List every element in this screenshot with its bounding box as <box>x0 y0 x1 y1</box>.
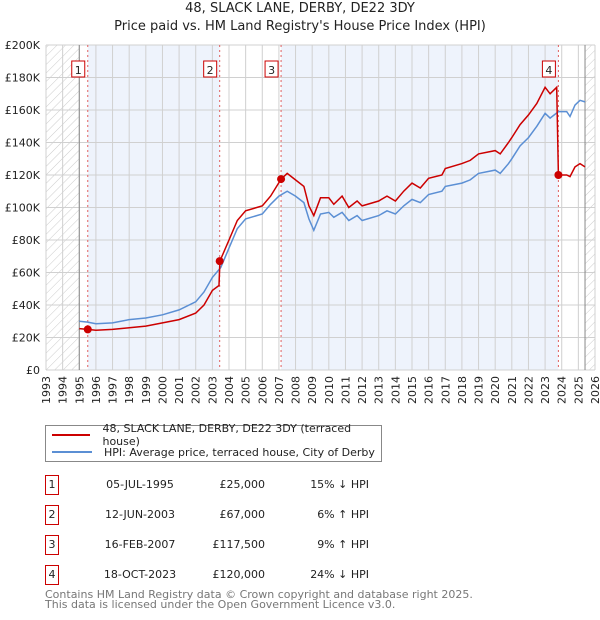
y-tick-label: £80K <box>12 234 41 247</box>
sale-label-box <box>541 60 556 78</box>
y-tick-label: £180K <box>5 72 41 85</box>
x-tick-label: 2016 <box>423 376 436 404</box>
chart-subtitle: Price paid vs. HM Land Registry's House … <box>114 19 486 34</box>
x-tick-label: 1994 <box>57 376 70 404</box>
y-tick-label: £0 <box>26 364 40 377</box>
sale-number-badge: 2 <box>45 505 59 525</box>
legend: 48, SLACK LANE, DERBY, DE22 3DY (terrace… <box>45 422 382 462</box>
x-tick-label: 1998 <box>123 376 136 404</box>
hpi-difference: 6% ↑ HPI <box>317 508 369 521</box>
sale-point <box>554 171 563 179</box>
sale-date: 18-OCT-2023 <box>103 568 177 581</box>
sale-label: 3 <box>268 64 275 77</box>
x-tick-label: 2015 <box>406 376 419 404</box>
sale-date: 12-JUN-2003 <box>104 508 176 521</box>
y-tick-label: £200K <box>5 39 41 52</box>
legend-item-property: 48, SLACK LANE, DERBY, DE22 3DY (terrace… <box>46 422 381 448</box>
series-line <box>79 85 586 331</box>
x-tick-label: 2022 <box>522 376 535 404</box>
footer-licence: This data is licensed under the Open Gov… <box>45 598 396 611</box>
x-tick-label: 2004 <box>223 376 236 404</box>
table-row: 2 12-JUN-2003 £67,000 6% ↑ HPI <box>45 505 445 525</box>
hpi-difference: 24% ↓ HPI <box>310 568 369 581</box>
sale-date: 05-JUL-1995 <box>106 478 174 491</box>
y-tick-label: £60K <box>12 267 41 280</box>
legend-label: 48, SLACK LANE, DERBY, DE22 3DY (terrace… <box>102 422 352 448</box>
y-tick-label: £140K <box>5 137 41 150</box>
sale-number-badge: 1 <box>45 475 59 495</box>
sale-point <box>83 325 92 334</box>
x-tick-label: 2010 <box>323 376 336 404</box>
hpi-difference: 15% ↓ HPI <box>310 478 369 491</box>
x-tick-label: 2025 <box>572 376 585 404</box>
x-tick-label: 2011 <box>339 376 352 404</box>
table-row: 1 05-JUL-1995 £25,000 15% ↓ HPI <box>45 475 445 495</box>
y-tick-label: £120K <box>5 169 41 182</box>
x-tick-label: 1997 <box>107 376 120 404</box>
x-tick-label: 2000 <box>156 376 169 404</box>
sale-label: 4 <box>545 64 552 77</box>
x-tick-label: 1993 <box>40 376 53 404</box>
sale-label-box <box>203 60 218 78</box>
sale-label: 2 <box>207 64 214 77</box>
x-tick-label: 1996 <box>90 376 103 404</box>
y-tick-label: £160K <box>5 104 41 117</box>
sale-price: £120,000 <box>212 568 266 581</box>
sale-number-badge: 4 <box>45 565 59 585</box>
sale-point <box>277 175 286 184</box>
sale-point <box>215 257 224 266</box>
x-tick-label: 2026 <box>589 376 600 404</box>
sale-price: £25,000 <box>219 478 266 491</box>
sale-label: 1 <box>75 64 82 77</box>
x-tick-label: 1995 <box>73 376 86 404</box>
sale-number-badge: 3 <box>45 535 59 555</box>
x-tick-label: 2023 <box>539 376 552 404</box>
x-tick-label: 2014 <box>389 376 402 404</box>
legend-red-line <box>52 434 91 436</box>
sale-date: 16-FEB-2007 <box>104 538 176 551</box>
x-tick-label: 2005 <box>240 376 253 404</box>
x-tick-label: 2003 <box>206 376 219 404</box>
x-tick-label: 2019 <box>473 376 486 404</box>
sale-price: £117,500 <box>212 538 266 551</box>
sale-price: £67,000 <box>219 508 266 521</box>
sale-label-box <box>71 60 86 78</box>
y-tick-label: £40K <box>12 299 41 312</box>
sale-label-box <box>264 60 279 78</box>
x-tick-label: 2013 <box>373 376 386 404</box>
legend-blue-line <box>52 451 92 453</box>
table-row: 3 16-FEB-2007 £117,500 9% ↑ HPI <box>45 535 445 555</box>
footer-copyright: Contains HM Land Registry data © Crown c… <box>45 588 473 601</box>
x-tick-label: 2024 <box>556 376 569 404</box>
x-tick-label: 2006 <box>256 376 269 404</box>
x-tick-label: 2017 <box>439 376 452 404</box>
y-tick-label: £100K <box>5 202 41 215</box>
price-chart: 1993 1994 1995 1996 1997 1998 1999 2000 2001 2002… <box>5 39 600 404</box>
series-line <box>79 99 586 325</box>
x-tick-label: 2008 <box>290 376 303 404</box>
table-row: 4 18-OCT-2023 £120,000 24% ↓ HPI <box>45 565 445 585</box>
legend-label: HPI: Average price, terraced house, City… <box>104 445 375 459</box>
x-tick-label: 2001 <box>173 376 186 404</box>
hpi-difference: 9% ↑ HPI <box>317 538 369 551</box>
x-tick-label: 2021 <box>506 376 519 404</box>
x-tick-label: 2018 <box>456 376 469 404</box>
x-tick-label: 2007 <box>273 376 286 404</box>
x-tick-label: 1999 <box>140 376 153 404</box>
legend-item-hpi: HPI: Average price, terraced house, City… <box>46 444 375 460</box>
x-tick-label: 2002 <box>190 376 203 404</box>
x-tick-label: 2009 <box>306 376 319 404</box>
chart-title: 48, SLACK LANE, DERBY, DE22 3DY <box>185 1 415 16</box>
x-tick-label: 2020 <box>489 376 502 404</box>
x-tick-label: 2012 <box>356 376 369 404</box>
y-tick-label: £20K <box>12 332 41 345</box>
